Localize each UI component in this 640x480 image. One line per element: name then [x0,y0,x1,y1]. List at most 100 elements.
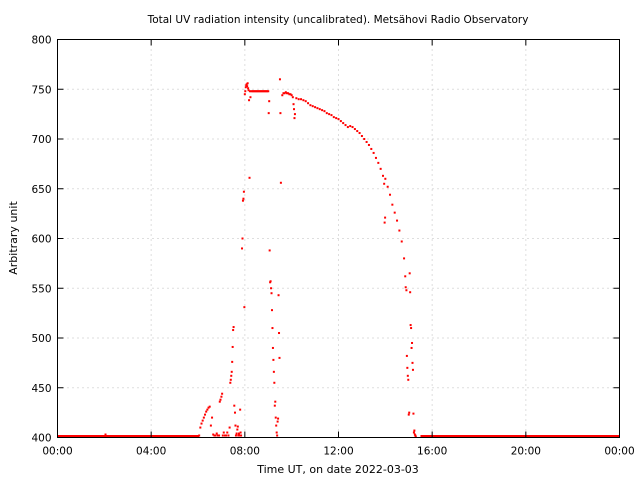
data-point [247,87,250,90]
data-point [246,82,249,85]
data-point [325,112,328,115]
data-point [360,135,363,138]
data-point [235,432,238,435]
baseline-segment [57,435,200,439]
data-point [267,90,270,93]
data-point [384,216,387,219]
data-point [242,197,245,200]
data-point [276,434,279,437]
data-point [229,381,232,384]
data-point [405,289,408,292]
y-tick-label: 750 [31,84,51,96]
data-point [293,108,296,111]
data-point [216,434,219,437]
data-point [318,108,321,111]
data-point [356,130,359,133]
data-point [383,221,386,224]
data-point [405,354,408,357]
data-point [281,94,284,97]
data-point [201,419,204,422]
data-point [272,358,275,361]
data-point [276,420,279,423]
x-tick-label: 00:00 [42,446,72,458]
y-tick-label: 450 [31,383,51,395]
data-point [272,370,275,373]
data-point [288,93,291,96]
data-point [367,143,370,146]
data-point [410,346,413,349]
data-point [270,292,273,295]
data-point [279,181,282,184]
data-point [398,229,401,232]
data-point [278,78,281,81]
data-point [285,92,288,95]
data-point [274,400,277,403]
data-point [231,360,234,363]
data-point [206,408,209,411]
data-point [225,434,228,437]
uv-series [57,78,620,439]
data-point [243,306,246,309]
data-point [209,424,212,427]
data-point [284,91,287,94]
data-point [237,432,240,435]
data-point [230,374,233,377]
data-point [411,361,414,364]
y-tick-label: 650 [31,184,51,196]
x-tick-label: 12:00 [323,446,353,458]
x-tick-label: 00:00 [604,446,634,458]
data-point [275,424,278,427]
data-point [404,275,407,278]
data-point [228,426,231,429]
data-point [223,434,226,437]
data-point [268,249,271,252]
data-point [391,203,394,206]
data-point [214,434,217,437]
data-point [275,431,278,434]
data-point [302,99,305,102]
x-tick-label: 08:00 [230,446,260,458]
data-point [412,431,415,434]
data-point [248,99,251,102]
data-point [240,434,243,437]
data-point [271,346,274,349]
data-point [384,177,387,180]
data-point [278,332,281,335]
data-point [277,294,280,297]
data-point [248,176,251,179]
data-point [408,272,411,275]
data-point [221,434,224,437]
data-point [213,434,216,437]
data-point [307,102,310,105]
data-point [408,411,411,414]
data-point [273,381,276,384]
data-point [414,435,417,438]
data-point [337,118,340,121]
data-point [407,378,410,381]
x-tick-label: 20:00 [511,446,541,458]
data-point [311,105,314,108]
data-point [279,112,282,115]
data-point [268,100,271,103]
data-point [413,429,416,432]
data-point [247,89,250,92]
data-point [227,434,230,437]
data-point [407,413,410,416]
y-tick-label: 400 [31,433,51,445]
data-point [396,219,399,222]
grid-lines [57,39,620,438]
baseline-segment [420,435,620,439]
data-point [297,98,300,101]
data-point [372,151,375,154]
data-point [239,431,242,434]
y-axis-label: Arbitrary unit [7,201,20,275]
data-point [370,147,373,150]
data-point [198,434,201,437]
data-point [400,240,403,243]
data-point [292,103,295,106]
data-point [383,182,386,185]
data-point [406,374,409,377]
y-tick-label: 600 [31,234,51,246]
data-point [204,413,207,416]
data-point [237,434,240,437]
